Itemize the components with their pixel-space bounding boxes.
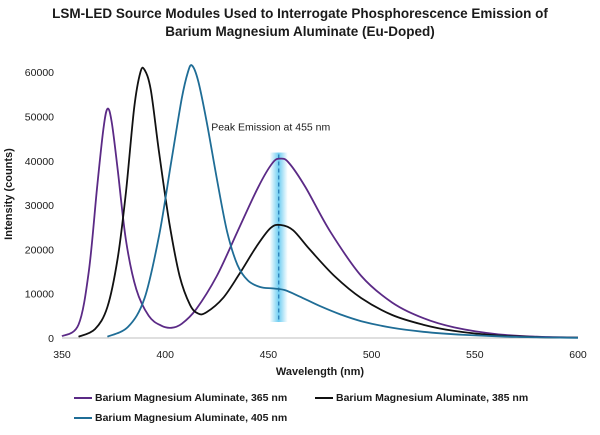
chart-title-line-2: Barium Magnesium Aluminate (Eu-Doped) bbox=[165, 24, 435, 39]
y-tick-label: 50000 bbox=[25, 111, 54, 123]
legend-item-385: Barium Magnesium Aluminate, 385 nm bbox=[315, 392, 528, 404]
y-tick-label: 60000 bbox=[25, 67, 54, 79]
series-line-0 bbox=[61, 107, 579, 339]
x-tick-label: 550 bbox=[466, 349, 484, 361]
peak-emission-annotation: Peak Emission at 455 nm bbox=[211, 122, 330, 134]
y-axis-label: Intensity (counts) bbox=[3, 148, 15, 240]
y-tick-label: 20000 bbox=[25, 244, 54, 256]
y-tick-label: 30000 bbox=[25, 200, 54, 212]
y-tick-label: 10000 bbox=[25, 289, 54, 301]
x-tick-label: 450 bbox=[260, 349, 278, 361]
y-tick-label: 40000 bbox=[25, 156, 54, 168]
legend-swatch-365 bbox=[74, 397, 92, 399]
x-tick-label: 400 bbox=[156, 349, 174, 361]
peak-highlight-band bbox=[269, 152, 288, 322]
legend-label-405: Barium Magnesium Aluminate, 405 nm bbox=[95, 412, 288, 424]
legend-item-365: Barium Magnesium Aluminate, 365 nm bbox=[74, 392, 287, 404]
y-tick-label: 0 bbox=[48, 333, 54, 345]
series-line-2 bbox=[106, 64, 579, 339]
x-tick-label: 600 bbox=[569, 349, 587, 361]
chart-title-line-1: LSM-LED Source Modules Used to Interroga… bbox=[52, 6, 548, 21]
series-line-1 bbox=[78, 66, 579, 339]
x-tick-label: 350 bbox=[53, 349, 71, 361]
legend-label-385: Barium Magnesium Aluminate, 385 nm bbox=[336, 392, 529, 404]
legend-item-405: Barium Magnesium Aluminate, 405 nm bbox=[74, 412, 287, 424]
legend-label-365: Barium Magnesium Aluminate, 365 nm bbox=[95, 392, 288, 404]
x-axis-label: Wavelength (nm) bbox=[276, 366, 365, 378]
legend-swatch-405 bbox=[74, 417, 92, 419]
x-tick-label: 500 bbox=[363, 349, 381, 361]
legend-swatch-385 bbox=[315, 397, 333, 399]
